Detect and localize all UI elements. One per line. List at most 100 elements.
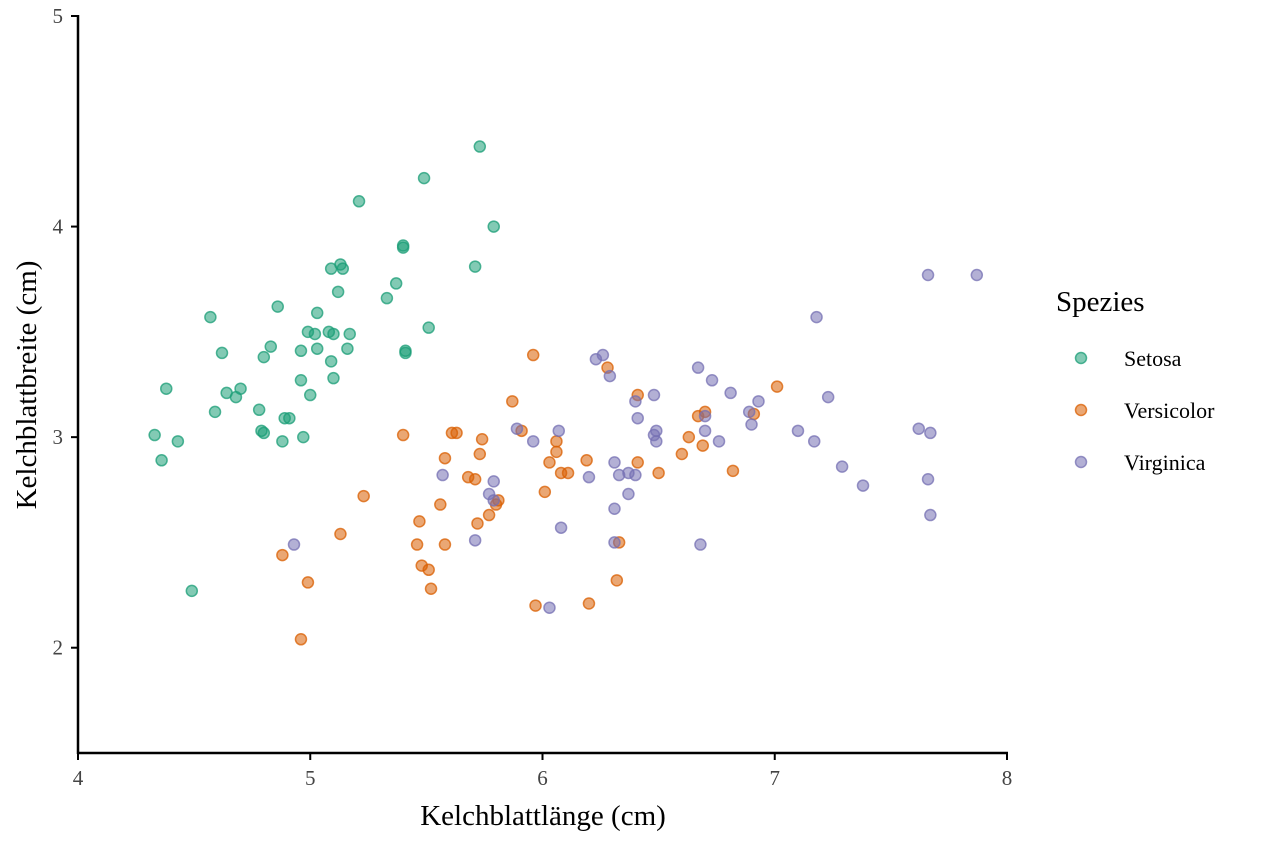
y-tick-label: 3 xyxy=(53,425,64,449)
data-point-versicolor xyxy=(550,435,563,448)
x-tick-label: 5 xyxy=(305,766,316,790)
data-point-versicolor xyxy=(582,597,596,610)
data-point-setosa xyxy=(422,321,435,334)
data-point-versicolor xyxy=(561,466,575,480)
data-point-versicolor xyxy=(526,348,540,362)
data-point-virginica xyxy=(698,424,712,438)
data-point-virginica xyxy=(468,534,482,547)
data-point-virginica xyxy=(629,395,642,408)
data-point-setosa xyxy=(399,346,412,360)
data-point-virginica xyxy=(921,268,935,282)
data-point-virginica xyxy=(543,601,556,614)
data-point-versicolor xyxy=(434,498,447,511)
data-point-setosa xyxy=(389,277,403,290)
x-tick-label: 6 xyxy=(537,766,548,790)
data-point-virginica xyxy=(526,435,540,448)
data-point-setosa xyxy=(257,426,271,440)
data-point-setosa xyxy=(148,428,161,442)
data-point-versicolor xyxy=(334,527,347,541)
legend-title: Spezies xyxy=(1056,286,1145,318)
data-point-virginica xyxy=(924,508,937,522)
data-point-versicolor xyxy=(450,426,463,440)
data-point-setosa xyxy=(160,382,173,395)
data-point-versicolor xyxy=(410,538,424,551)
legend-label-setosa: Setosa xyxy=(1124,346,1182,371)
data-point-virginica xyxy=(742,405,756,419)
data-point-virginica xyxy=(510,422,524,435)
data-point-virginica xyxy=(650,435,663,448)
data-point-virginica xyxy=(629,468,642,482)
data-point-virginica xyxy=(650,424,663,438)
data-point-versicolor xyxy=(413,515,426,528)
data-point-virginica xyxy=(554,521,568,534)
data-point-versicolor xyxy=(529,599,542,612)
data-point-setosa xyxy=(473,140,487,153)
data-point-setosa xyxy=(324,355,338,368)
data-point-setosa xyxy=(208,405,222,419)
y-tick-label: 5 xyxy=(53,4,64,28)
data-point-virginica xyxy=(287,538,301,551)
data-point-versicolor xyxy=(276,548,289,562)
data-point-virginica xyxy=(691,361,705,374)
data-point-virginica xyxy=(631,411,644,425)
legend-key-versicolor xyxy=(1074,403,1088,417)
data-point-versicolor xyxy=(468,473,482,486)
data-point-virginica xyxy=(835,460,849,473)
data-point-setosa xyxy=(204,310,217,324)
points-layer xyxy=(148,140,984,646)
data-point-setosa xyxy=(215,346,229,360)
data-point-setosa xyxy=(343,327,356,341)
data-point-setosa xyxy=(352,195,366,208)
data-point-virginica xyxy=(608,502,621,515)
data-point-setosa xyxy=(336,262,350,275)
data-point-setosa xyxy=(331,285,345,299)
legend-key-virginica xyxy=(1074,455,1088,469)
data-point-virginica xyxy=(724,386,737,400)
data-point-setosa xyxy=(294,344,308,358)
data-point-virginica xyxy=(608,456,621,469)
data-point-virginica xyxy=(698,409,712,423)
data-point-versicolor xyxy=(482,508,496,522)
legend-label-virginica: Virginica xyxy=(1124,450,1206,475)
data-point-setosa xyxy=(264,340,278,353)
data-point-virginica xyxy=(810,310,823,324)
legend-label-versicolor: Versicolor xyxy=(1124,398,1215,423)
data-point-virginica xyxy=(970,268,984,282)
data-point-versicolor xyxy=(682,430,696,444)
data-point-setosa xyxy=(487,220,500,233)
data-point-virginica xyxy=(712,435,726,448)
data-point-setosa xyxy=(185,584,199,598)
data-point-setosa xyxy=(308,327,322,341)
data-point-virginica xyxy=(436,468,449,482)
data-point-virginica xyxy=(596,348,610,362)
legend-key-setosa xyxy=(1074,351,1088,365)
data-point-virginica xyxy=(856,479,870,492)
x-ticks: 4 5 6 7 8 xyxy=(73,753,1012,790)
data-point-setosa xyxy=(304,388,317,402)
data-point-setosa xyxy=(468,260,482,273)
x-tick-label: 7 xyxy=(770,766,781,790)
data-point-setosa xyxy=(341,342,354,355)
data-point-setosa xyxy=(252,403,266,417)
data-point-virginica xyxy=(705,374,719,387)
data-point-virginica xyxy=(752,395,765,408)
data-point-virginica xyxy=(821,390,835,404)
data-point-versicolor xyxy=(770,380,784,393)
data-point-setosa xyxy=(310,342,324,355)
data-point-setosa xyxy=(271,300,284,313)
data-point-virginica xyxy=(791,424,805,438)
data-point-versicolor xyxy=(471,517,484,530)
data-point-setosa xyxy=(171,435,185,448)
series-versicolor xyxy=(276,348,784,646)
data-point-versicolor xyxy=(357,489,370,503)
data-point-virginica xyxy=(487,475,500,488)
data-point-virginica xyxy=(487,494,500,507)
data-point-setosa xyxy=(234,382,247,395)
data-point-virginica xyxy=(807,435,821,448)
legend: Spezies Setosa Versicolor Virginica xyxy=(1056,286,1215,475)
data-point-virginica xyxy=(921,473,935,486)
series-setosa xyxy=(148,140,500,598)
data-point-versicolor xyxy=(580,454,593,467)
data-point-versicolor xyxy=(424,582,438,596)
data-point-virginica xyxy=(603,369,617,383)
